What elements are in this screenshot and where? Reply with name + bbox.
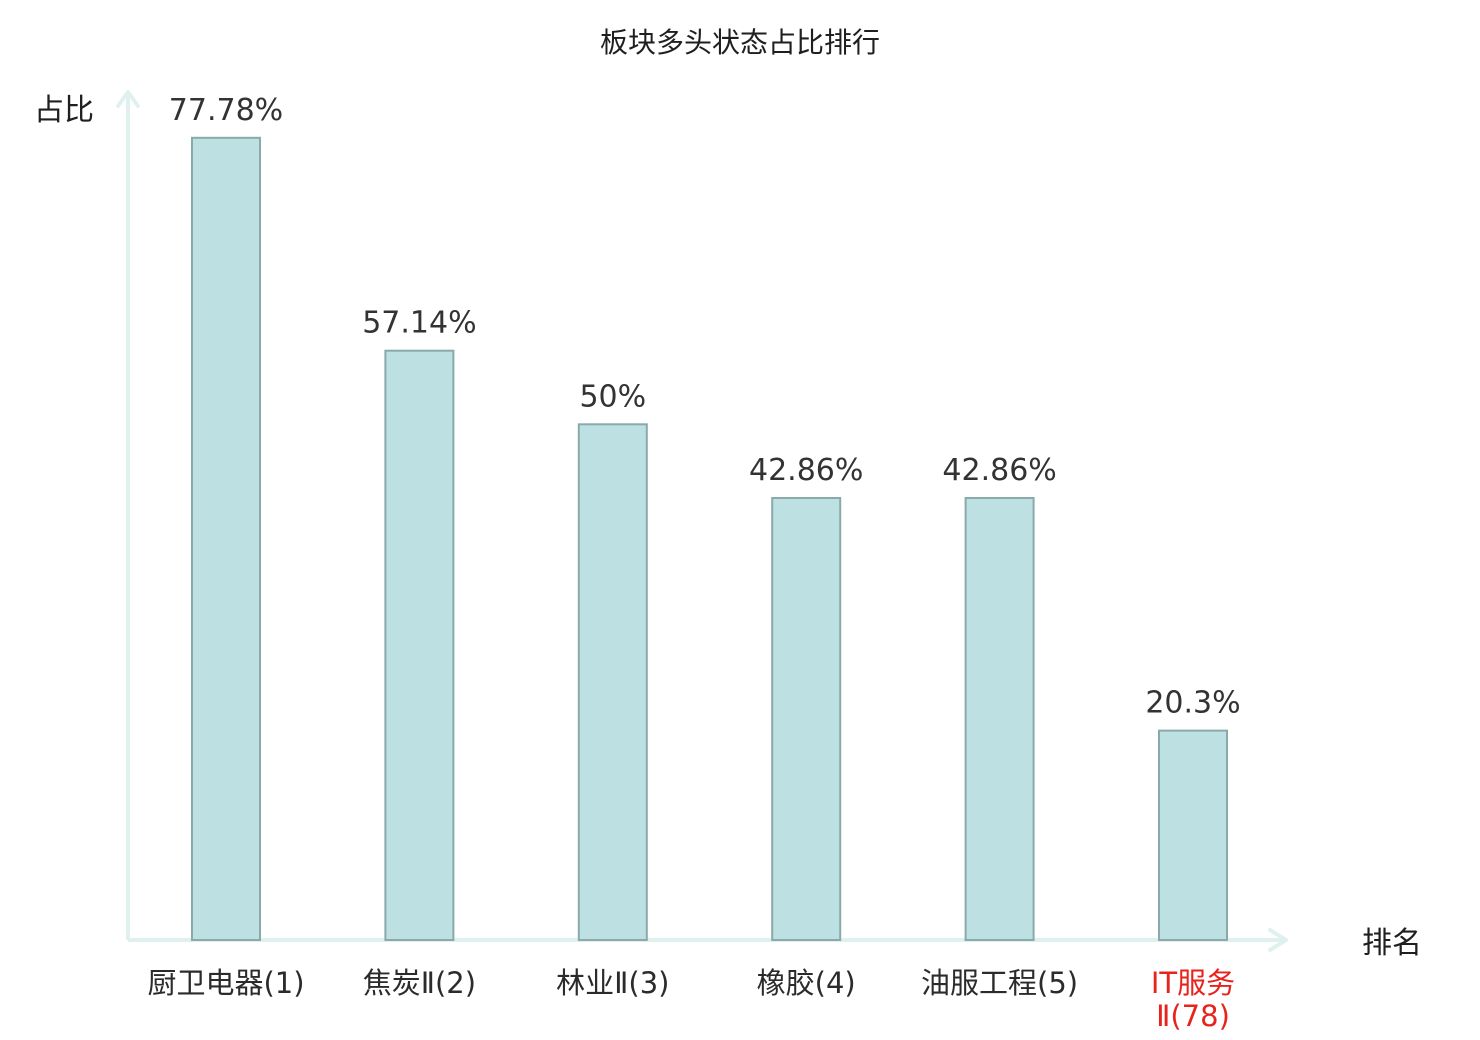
x-tick-label-line: 油服工程(5) [921,966,1078,1000]
bar-value-label: 77.78% [169,93,283,128]
x-tick-labels: 厨卫电器(1) 焦炭Ⅱ(2) 林业Ⅱ(3) 橡胶(4) 油服工程(5) IT服务 Ⅱ(78) [147,966,1235,1033]
bar-value-label: 20.3% [1145,686,1240,721]
bar [384,349,455,941]
x-tick-label: 焦炭Ⅱ(2) [363,966,476,1000]
x-tick-label: 林业Ⅱ(3) [556,966,669,1000]
y-axis-arrow [116,90,140,108]
bar [771,497,842,941]
bar [964,497,1035,941]
x-tick-label-line: 厨卫电器(1) [147,966,304,1000]
bar [577,423,648,941]
x-tick-label-line: Ⅱ(78) [1156,999,1230,1033]
bar [191,136,261,942]
bar-value-label: 42.86% [942,453,1056,488]
chart-title: 板块多头状态占比排行 [600,26,880,59]
x-axis-label: 排名 [1362,926,1422,961]
bar-series [191,136,1228,942]
x-tick-label-line: 焦炭Ⅱ(2) [363,966,476,1000]
x-tick-label: 厨卫电器(1) [147,966,304,1000]
x-tick-label: 油服工程(5) [921,966,1078,1000]
value-labels: 77.78% 57.14% 50% 42.86% 42.86% 20.3% [169,93,1241,721]
x-tick-label: 橡胶(4) [757,966,856,1000]
bar-value-label: 42.86% [749,453,863,488]
bar-value-label: 57.14% [362,306,476,341]
x-axis: 排名 [128,926,1422,961]
x-axis-arrow [1268,928,1288,952]
x-tick-label: IT服务 Ⅱ(78) [1151,966,1235,1033]
x-tick-label-line: 橡胶(4) [757,966,856,1000]
y-axis-label: 占比 [34,93,94,128]
x-tick-label-line: 林业Ⅱ(3) [556,966,669,1000]
x-tick-label-line: IT服务 [1151,966,1235,1000]
y-axis: 占比 [34,90,140,940]
bar-value-label: 50% [579,379,646,414]
bar [1158,729,1228,941]
